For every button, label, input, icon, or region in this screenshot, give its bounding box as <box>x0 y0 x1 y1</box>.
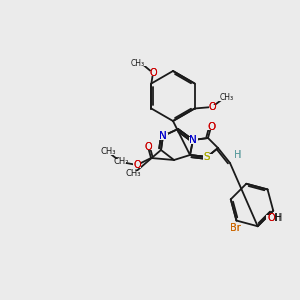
Bar <box>158 133 167 140</box>
Text: CH₂: CH₂ <box>113 158 129 166</box>
Bar <box>149 70 157 76</box>
Text: O: O <box>267 213 275 223</box>
Text: O: O <box>207 122 215 132</box>
Text: O: O <box>207 122 215 132</box>
Text: CH₃: CH₃ <box>131 58 145 68</box>
Text: O: O <box>133 160 141 170</box>
Text: Br: Br <box>230 223 240 233</box>
Bar <box>235 152 242 158</box>
Text: O: O <box>149 68 157 78</box>
Bar <box>116 159 126 165</box>
Bar <box>188 136 197 143</box>
Text: CH₃: CH₃ <box>100 148 116 157</box>
Text: O: O <box>133 160 141 170</box>
Bar <box>235 152 242 158</box>
Text: N: N <box>159 131 167 141</box>
Bar <box>202 154 211 160</box>
Bar <box>229 224 241 232</box>
Text: O: O <box>149 68 157 78</box>
Bar <box>208 104 215 110</box>
Text: N: N <box>189 135 197 145</box>
Bar <box>208 104 215 110</box>
Text: S: S <box>204 152 210 162</box>
Bar <box>202 154 211 160</box>
Bar <box>188 136 197 143</box>
Text: O: O <box>144 142 152 152</box>
Bar <box>217 95 231 101</box>
Bar <box>144 144 152 150</box>
Bar <box>229 224 242 232</box>
Bar <box>133 162 141 168</box>
Text: Br: Br <box>230 223 240 233</box>
Text: N: N <box>189 135 197 145</box>
Bar <box>102 149 114 155</box>
Text: O: O <box>208 102 216 112</box>
Text: H: H <box>274 213 282 223</box>
Text: H: H <box>275 213 283 223</box>
Bar <box>158 133 167 140</box>
Bar <box>126 171 140 177</box>
Text: O: O <box>267 213 275 223</box>
Bar <box>267 214 281 221</box>
Text: H: H <box>234 150 242 160</box>
Bar <box>133 162 141 168</box>
Text: O: O <box>144 142 152 152</box>
Bar <box>134 60 148 66</box>
Text: O: O <box>208 102 216 112</box>
Text: CH₃: CH₃ <box>220 94 234 103</box>
Text: H: H <box>234 150 242 160</box>
Bar <box>149 70 157 76</box>
Text: S: S <box>204 152 210 162</box>
Text: CH₃: CH₃ <box>125 169 141 178</box>
Bar <box>207 124 215 130</box>
Bar <box>207 124 215 130</box>
Bar <box>144 144 152 150</box>
Text: N: N <box>159 131 167 141</box>
Bar <box>266 214 282 221</box>
